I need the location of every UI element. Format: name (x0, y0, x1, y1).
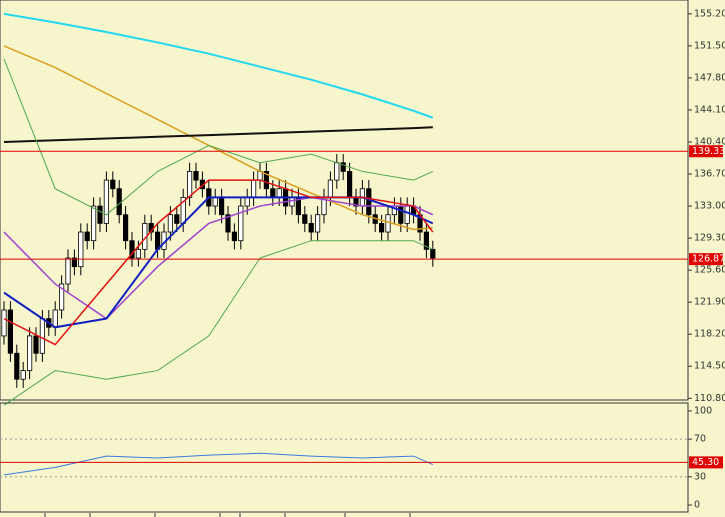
candle-body (59, 283, 65, 311)
y-tick-label: 121.90 (694, 297, 725, 308)
candle-body (52, 309, 58, 328)
y-tick-label: 100 (694, 405, 712, 416)
candle-body (71, 257, 77, 268)
candle-body (1, 309, 7, 337)
candle-body (186, 171, 193, 198)
indicator-line (3, 126, 433, 143)
indicator-line (3, 179, 434, 346)
y-tick-label: 147.80 (694, 72, 725, 83)
candle-body (398, 205, 404, 224)
candle-body (103, 179, 109, 224)
candle-body (91, 205, 97, 242)
y-tick-label: 118.20 (694, 329, 725, 340)
candle-body (33, 335, 39, 354)
y-tick-label: 133.00 (694, 201, 725, 212)
y-tick-label: 140.40 (694, 136, 725, 147)
candle-body (327, 179, 334, 198)
y-tick-label: 129.30 (694, 233, 725, 244)
candle-body (366, 188, 372, 216)
candle-body (39, 318, 46, 354)
candle-body (340, 162, 346, 172)
candle-body (135, 248, 141, 259)
candle-body (193, 171, 199, 181)
candle-body (123, 214, 129, 242)
candle-body (20, 370, 26, 380)
candle-body (65, 257, 71, 285)
candle-body (270, 188, 276, 198)
panel-frame (0, 402, 689, 513)
candle-body (7, 309, 13, 354)
candle-body (110, 179, 116, 190)
indicator-line (3, 196, 434, 329)
candle-body (378, 222, 385, 233)
indicator-line (3, 452, 434, 476)
candle-body (385, 214, 391, 233)
candle-body (174, 214, 180, 224)
y-tick-label: 144.10 (694, 104, 725, 115)
candle-body (263, 171, 270, 190)
level-label-box (689, 253, 723, 266)
candle-body (334, 162, 340, 181)
candle-body (218, 197, 225, 216)
candle-body (289, 197, 295, 207)
indicator-line (3, 45, 433, 231)
y-tick-label: 151.50 (694, 40, 725, 51)
candle-body (404, 205, 410, 224)
y-tick-label: 110.80 (694, 393, 725, 404)
level-label: 126.87 (692, 254, 725, 265)
candle-body (302, 214, 308, 224)
candle-body (116, 188, 122, 216)
y-tick-label: 136.70 (694, 169, 725, 180)
candle-body (97, 205, 103, 224)
candle-body (308, 222, 314, 233)
candle-body (225, 214, 231, 233)
candle-body (276, 188, 282, 198)
y-tick-label: 0 (694, 500, 700, 511)
level-label-box (689, 145, 723, 158)
y-tick-label: 114.50 (694, 361, 725, 372)
candle-body (346, 171, 353, 198)
candle-body (129, 240, 135, 259)
candle-body (314, 214, 321, 233)
candle-body (84, 231, 90, 242)
candle-body (423, 231, 430, 250)
indicator-line (3, 240, 434, 406)
y-tick-label: 125.60 (694, 265, 725, 276)
y-tick-label: 30 (694, 471, 706, 482)
candle-body (78, 231, 84, 268)
level-label: 45.30 (692, 457, 719, 468)
indicator-line (3, 12, 434, 119)
y-tick-label: 155.20 (694, 8, 725, 19)
panel-frame (0, 0, 689, 401)
y-tick-label: 70 (694, 434, 706, 445)
indicator-line (3, 58, 434, 216)
candle-body (250, 179, 257, 198)
level-label: 139.33 (692, 146, 725, 157)
candle-body (26, 335, 33, 371)
candle-body (231, 231, 237, 242)
candle-body (14, 352, 20, 380)
candle-body (167, 214, 173, 233)
candle-body (238, 205, 244, 242)
level-label-box (689, 456, 723, 469)
candle-body (244, 197, 250, 207)
candle-body (430, 248, 436, 259)
candle-body (212, 197, 218, 207)
